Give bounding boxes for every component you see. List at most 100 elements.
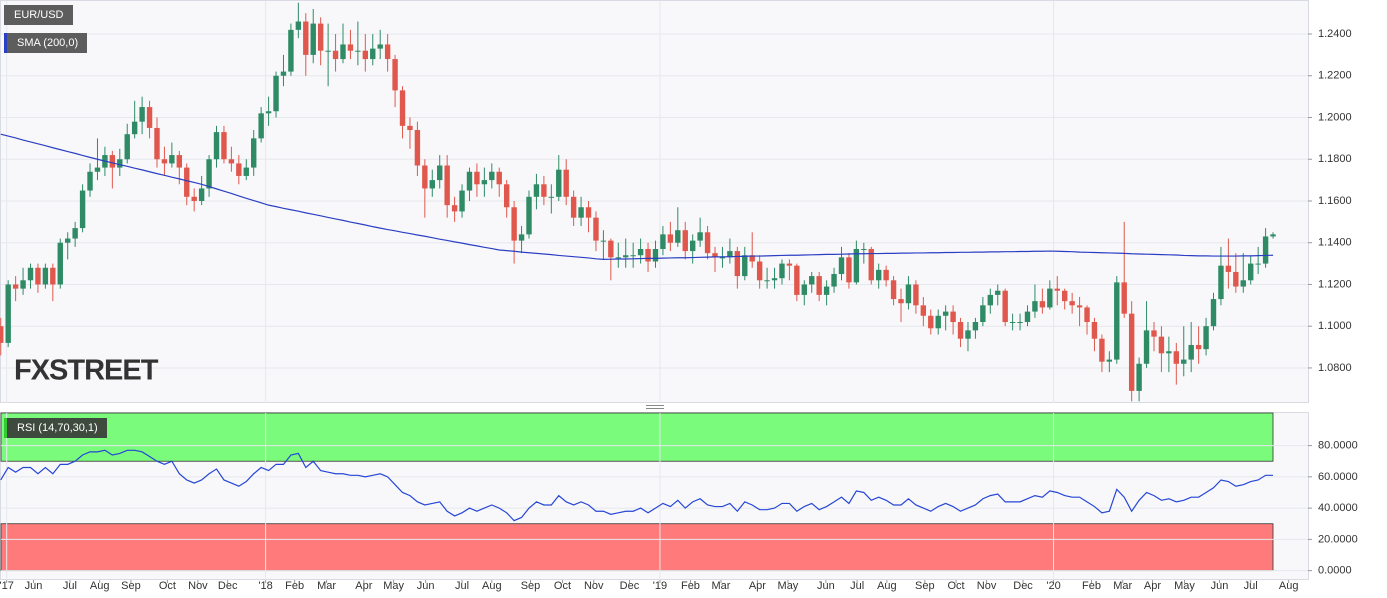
candle-body: [65, 238, 71, 243]
candle-body: [1158, 336, 1165, 354]
x-tick-label: Aug: [1279, 580, 1299, 592]
candle-body: [526, 196, 532, 235]
candle-body: [20, 280, 26, 289]
x-tick-label: Sep: [521, 580, 541, 592]
candle-body: [623, 255, 629, 258]
candle-body: [533, 184, 540, 197]
x-tick-label: '18: [258, 580, 272, 592]
candle-body: [362, 50, 369, 60]
y-tick-label: 1.0800: [1318, 362, 1352, 374]
candle-body: [608, 240, 614, 258]
candle-body: [206, 159, 212, 189]
pane-splitter[interactable]: [646, 405, 664, 409]
candle-body: [317, 23, 324, 51]
candle-body: [689, 240, 696, 252]
x-tick-label: Jul: [63, 580, 77, 592]
y-tick-label: 1.1000: [1318, 320, 1352, 332]
candle-body: [1047, 288, 1053, 308]
candle-body: [987, 294, 994, 306]
candle-body: [481, 180, 488, 185]
candle-body: [1248, 263, 1254, 281]
candle-body: [890, 280, 897, 300]
x-tick-label: Dec: [1013, 580, 1033, 592]
candle-body: [503, 184, 510, 208]
overbought-zone: [0, 412, 1274, 462]
candle-body: [980, 305, 986, 323]
candle-body: [184, 167, 190, 197]
x-tick-label: Jun: [817, 580, 835, 592]
candle-body: [1032, 301, 1038, 312]
candle-body: [652, 248, 659, 262]
x-tick-label: Sep: [121, 580, 141, 592]
x-tick-label: Oct: [159, 580, 176, 592]
x-tick-label: Mar: [317, 580, 336, 592]
candle-body: [191, 196, 197, 201]
x-tick-label: Mar: [711, 580, 730, 592]
candle-body: [764, 280, 770, 282]
candle-body: [660, 234, 666, 249]
candle-body: [1024, 311, 1031, 323]
candle-body: [928, 315, 934, 329]
candle-body: [727, 251, 733, 258]
candle-body: [1173, 351, 1180, 364]
candle-body: [556, 169, 562, 197]
x-tick-label: Aug: [90, 580, 110, 592]
candle-body: [399, 90, 406, 126]
x-tick-label: '17: [0, 580, 14, 592]
y-tick-label: 0.0000: [1318, 565, 1352, 577]
candle-body: [429, 180, 435, 189]
candle-body: [1225, 265, 1232, 272]
candle-body: [541, 184, 547, 197]
candle-body: [1218, 265, 1224, 300]
candle-body: [459, 190, 465, 212]
candle-body: [1091, 322, 1098, 339]
sma-tag[interactable]: SMA (200,0): [4, 33, 88, 53]
candle-body: [965, 330, 971, 339]
x-tick-label: Mar: [1113, 580, 1132, 592]
candle-body: [124, 134, 130, 160]
candle-body: [816, 276, 822, 295]
candle-body: [1151, 330, 1157, 337]
candle-body: [1203, 326, 1209, 350]
candle-body: [0, 326, 4, 343]
rsi-line: [0, 449, 1274, 522]
candle-body: [392, 59, 398, 91]
symbol-tag[interactable]: EUR/USD: [4, 5, 73, 25]
y-tick-label: 1.2400: [1318, 28, 1352, 40]
y-tick-label: 60.0000: [1318, 471, 1358, 483]
candle-body: [630, 255, 636, 257]
x-tick-label: Apr: [749, 580, 766, 592]
candle-body: [1181, 359, 1187, 364]
candle-body: [251, 138, 257, 168]
candle-body: [422, 165, 428, 189]
candle-body: [846, 257, 852, 283]
candle-body: [1009, 322, 1016, 324]
candle-body: [578, 207, 584, 218]
rsi-tag[interactable]: RSI (14,70,30,1): [4, 418, 107, 438]
candle-body: [511, 207, 517, 241]
candle-body: [1054, 288, 1060, 291]
candle-body: [332, 50, 339, 60]
y-tick-label: 1.2000: [1318, 111, 1352, 123]
x-tick-label: Jul: [850, 580, 864, 592]
y-tick-label: 20.0000: [1318, 533, 1358, 545]
x-tick-label: Feb: [285, 580, 304, 592]
candle-body: [466, 171, 473, 191]
candle-body: [154, 127, 160, 160]
x-tick-label: Jun: [1211, 580, 1229, 592]
candle-body: [749, 255, 755, 262]
sma-line: [0, 133, 1274, 261]
x-tick-label: Apr: [1144, 580, 1161, 592]
x-tick-label: Sep: [915, 580, 935, 592]
candle-body: [1128, 313, 1135, 391]
watermark: FXSTREET: [14, 355, 159, 387]
candle-body: [600, 240, 607, 242]
candle-body: [35, 267, 41, 285]
candle-body: [801, 284, 807, 295]
candle-body: [1099, 338, 1105, 362]
candle-body: [12, 284, 19, 289]
candle-body: [742, 255, 748, 277]
candle-body: [972, 322, 979, 331]
x-tick-label: '19: [653, 580, 667, 592]
candle-body: [273, 75, 279, 112]
